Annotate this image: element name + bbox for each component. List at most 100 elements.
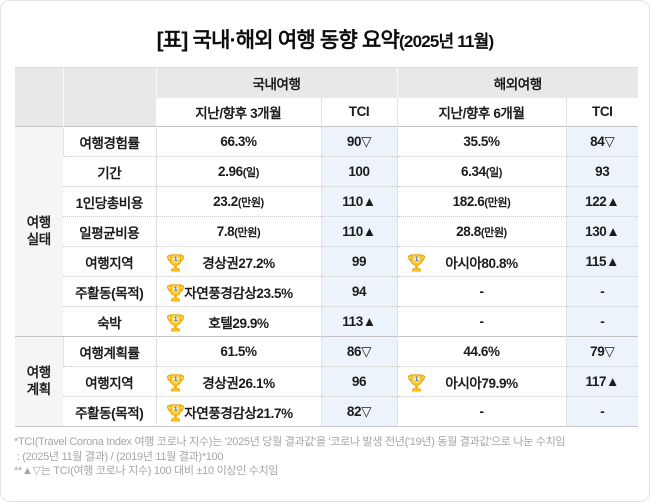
domestic-tci-cell: 86▽ [320,336,397,367]
col-header-domestic-tci: TCI [320,97,397,127]
domestic-tci-cell: 110▲ [320,186,397,217]
overseas-value: - [479,284,484,299]
col-header-overseas-period: 지난/향후 6개월 [396,97,566,127]
overseas-tci-cell: - [565,396,638,427]
col-header-domestic-period: 지난/향후 3개월 [156,97,321,127]
header-row-top: 국내여행 해외여행 [15,67,638,127]
domestic-value-cell: 7.8(만원) [155,216,321,247]
table-row: 1인당총비용 23.2(만원) 110▲ 182.6(만원) 122▲ [15,186,638,217]
domestic-value: 2.96 [218,163,243,179]
overseas-value-cell: - [396,306,566,337]
table-row: 주활동(목적) 1 자연풍경감상21.7% 82▽ - - [15,396,638,427]
domestic-tci-cell: 100 [320,156,397,187]
group-label-status: 여행 실태 [15,126,63,337]
overseas-value-cell: 1 아시아79.9% [396,366,566,397]
domestic-value-cell: 1 경상권26.1% [155,366,321,397]
overseas-value: - [479,404,484,419]
overseas-value: 6.34 [461,163,486,179]
overseas-value-cell: 28.8(만원) [396,216,566,247]
table-header: 국내여행 해외여행 지난/향후 3개월 TCI 지난/향후 6개월 TCI [15,67,638,127]
overseas-tci-cell: - [565,276,638,307]
table-body: 여행 실태 여행경험률 166.3% 90▽ 135.5% 84▽ 기간 2.9… [15,126,638,427]
domestic-value-unit: (만원) [237,196,264,209]
table-row: 숙박 1 호텔29.9% 113▲ - - [15,306,638,337]
overseas-value: 182.6 [452,193,485,209]
footnote-arrow-meaning: **▲▽는 TCI(여행 코로나 지수) 100 대비 ±10 이상인 수치임 [14,465,279,477]
page-title-period: (2025년 11월) [399,32,494,51]
row-label: 기간 [63,156,156,187]
domestic-value-cell: 23.2(만원) [155,186,321,217]
domestic-tci-cell: 94 [320,276,397,307]
overseas-value-cell: 182.6(만원) [396,186,566,217]
overseas-value-cell: - [396,396,566,427]
overseas-value: 아시아80.8% [445,255,518,271]
overseas-tci-cell: 84▽ [565,126,638,157]
rank-1-trophy-icon: 1 [407,372,426,391]
svg-text:1: 1 [414,256,418,263]
summary-table: 국내여행 해외여행 지난/향후 3개월 TCI 지난/향후 6개월 TCI 여행… [15,67,638,427]
domestic-value: 자연풍경감상21.7% [184,405,293,421]
table-row: 여행 실태 여행경험률 166.3% 90▽ 135.5% 84▽ [15,126,638,337]
overseas-tci-cell: 79▽ [565,336,638,367]
domestic-value: 23.2 [213,193,238,209]
rank-1-trophy-icon: 1 [166,312,185,331]
domestic-tci-cell: 90▽ [320,126,397,157]
svg-text:1: 1 [414,376,418,383]
domestic-value-cell: 2.96(일) [155,156,321,187]
domestic-value-cell: 61.5% [155,336,321,367]
domestic-tci-cell: 96 [320,366,397,397]
rank-1-trophy-icon: 1 [166,402,185,421]
table-row: 여행지역 1 경상권26.1% 96 1 아시아79.9% 117▲ [15,366,638,397]
footnotes: *TCI(Travel Corona Index 여행 코로나 지수)는 '20… [14,435,636,479]
overseas-value-cell: 44.6% [396,336,566,367]
header-row-sub: 지난/향후 3개월 TCI 지난/향후 6개월 TCI [15,97,638,127]
row-label: 1인당총비용 [63,186,156,217]
domestic-value-unit: (일) [242,166,260,179]
overseas-tci-cell: 130▲ [565,216,638,247]
row-label: 여행지역 [63,366,156,397]
col-header-overseas-tci: TCI [565,97,638,127]
group-label-plan: 여행 계획 [15,336,63,427]
domestic-tci-cell: 82▽ [320,396,397,427]
svg-text:1: 1 [173,256,177,263]
col-header-domestic: 국내여행 [155,67,397,98]
svg-text:1: 1 [173,316,177,323]
overseas-value: - [479,314,484,329]
overseas-value: 35.5% [463,134,500,149]
page-title: [표] 국내·해외 여행 동향 요약(2025년 11월) [1,24,649,54]
overseas-value-cell: - [396,276,566,307]
domestic-value: 7.8 [216,223,235,239]
table-row: 기간 2.96(일) 100 6.34 (일) 93 [15,156,638,187]
rank-1-trophy-icon: 1 [166,282,185,301]
overseas-tci-cell: - [565,306,638,337]
domestic-value-cell: 1 경상권27.2% [155,246,321,277]
svg-text:1: 1 [173,376,177,383]
domestic-value: 경상권26.1% [202,375,275,391]
domestic-value: 66.3% [220,134,257,149]
domestic-tci-cell: 113▲ [320,306,397,337]
overseas-value: 44.6% [463,344,500,359]
domestic-value-cell: 1 호텔29.9% [155,306,321,337]
row-label: 주활동(목적) [63,396,156,427]
col-header-overseas: 해외여행 [396,67,638,98]
domestic-value: 61.5% [220,344,257,359]
corner-cell-label [62,67,156,127]
row-label: 주활동(목적) [63,276,156,307]
domestic-value: 자연풍경감상23.5% [184,285,293,301]
overseas-value-unit: (만원) [484,196,511,209]
row-label: 여행계획률 [62,336,156,367]
page-title-main: [표] 국내·해외 여행 동향 요약 [156,29,400,52]
domestic-value-cell: 166.3% [155,126,321,157]
summary-table-wrap: 국내여행 해외여행 지난/향후 3개월 TCI 지난/향후 6개월 TCI 여행… [15,67,638,427]
footnote-tci-formula: : (2025년 11월 결과) / (2019년 11월 결과)*100 [14,450,224,463]
table-row: 주활동(목적) 1 자연풍경감상23.5% 94 - - [15,276,638,307]
overseas-tci-cell: 93 [565,156,638,187]
domestic-tci-cell: 99 [320,246,397,277]
overseas-tci-cell: 122▲ [565,186,638,217]
row-label: 숙박 [63,306,156,337]
footnote-tci-definition: *TCI(Travel Corona Index 여행 코로나 지수)는 '20… [14,436,566,448]
row-label: 여행경험률 [62,126,156,157]
table-row: 여행 계획 여행계획률 61.5% 86▽ 44.6% 79▽ [15,336,638,427]
domestic-tci-cell: 110▲ [320,216,397,247]
